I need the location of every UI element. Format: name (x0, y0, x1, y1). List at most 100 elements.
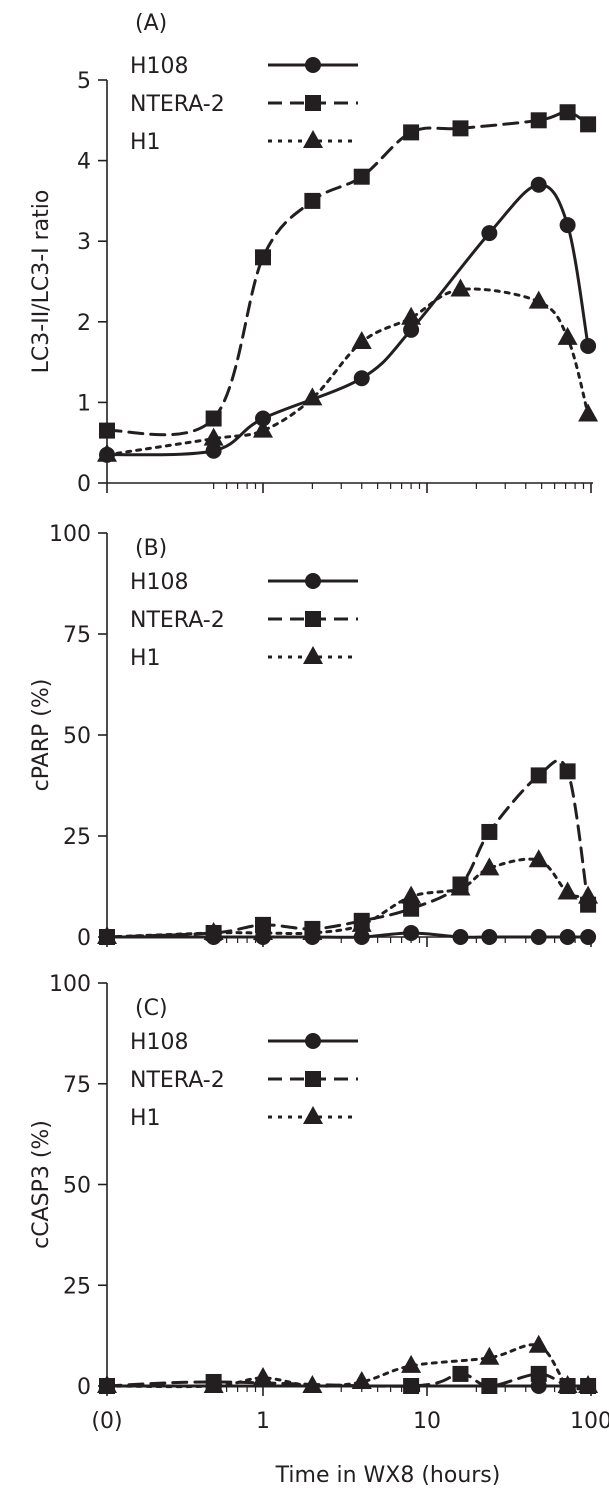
legend-label: NTERA-2 (130, 1068, 225, 1093)
legend-marker (303, 1106, 323, 1124)
data-point (302, 1375, 323, 1393)
data-point (353, 168, 370, 185)
panel-label: (B) (135, 536, 167, 561)
data-point (528, 849, 549, 868)
data-point (304, 192, 321, 209)
chart-root: 0 1 2 3 4 5 LC3-II/LC3-I ratio (A) H108 NTERA-2 H1… (29, 11, 609, 1434)
series-line (105, 759, 590, 939)
data-point (559, 104, 576, 121)
data-point (530, 767, 547, 784)
series-ntera-2 (99, 104, 597, 439)
legend-marker (305, 95, 321, 111)
legend-label: H108 (130, 54, 189, 79)
y-tick-label: 1 (77, 391, 91, 416)
y-tick-label: 25 (63, 825, 91, 850)
x-tick-label: 1 (256, 1409, 270, 1434)
data-point (97, 443, 117, 462)
data-point (205, 442, 222, 459)
data-point (302, 387, 323, 406)
data-point (452, 1365, 469, 1382)
y-tick-label: 0 (77, 926, 91, 951)
data-point (530, 1365, 547, 1382)
legend-marker (305, 1071, 321, 1087)
y-tick-label: 100 (49, 522, 91, 547)
series-h1 (97, 1334, 599, 1393)
data-point (557, 1375, 578, 1393)
data-point (580, 337, 597, 354)
legend-label: H108 (130, 1030, 189, 1055)
data-point (530, 176, 547, 193)
data-point (452, 929, 469, 945)
data-point (97, 926, 117, 944)
series-h1 (97, 278, 599, 462)
y-tick-label: 25 (63, 1274, 91, 1299)
data-point (530, 112, 547, 129)
y-tick-label: 5 (77, 69, 91, 94)
data-point (557, 881, 578, 900)
data-point (351, 330, 372, 349)
y-tick-label: 0 (77, 1375, 91, 1400)
series-line (105, 287, 590, 457)
y-tick-label: 3 (77, 230, 91, 255)
panel-2: 0 25 50 75 100 cCASP3 (%) (C) H108 NTERA-2 H1 (29, 972, 599, 1400)
data-point (203, 1375, 224, 1393)
data-point (578, 885, 599, 904)
data-point (528, 1334, 549, 1353)
data-point (353, 370, 370, 387)
legend-label: NTERA-2 (130, 92, 225, 117)
data-point (578, 1375, 599, 1393)
data-point (99, 422, 115, 439)
data-point (530, 1378, 547, 1394)
data-point (401, 306, 422, 325)
x-axis-title: Time in WX8 (hours) (275, 1463, 501, 1488)
series-h1 (97, 849, 599, 944)
data-point (450, 877, 471, 896)
legend-marker (305, 573, 321, 589)
data-point (530, 929, 547, 945)
series-ntera-2 (99, 1365, 597, 1394)
y-tick-label: 50 (63, 1174, 91, 1199)
x-tick-label: 100 (570, 1409, 609, 1434)
series-h108 (99, 176, 597, 463)
series-line (105, 110, 590, 437)
series-line (105, 1343, 590, 1391)
panel-1: 0 25 50 75 100 cPARP (%) (B) H108 NTERA-2 H1 (29, 522, 599, 951)
data-point (580, 929, 597, 945)
data-point (351, 1370, 372, 1389)
data-point (580, 116, 597, 133)
y-tick-label: 0 (77, 472, 91, 497)
data-point (528, 290, 549, 309)
data-point (205, 410, 222, 427)
data-point (403, 321, 420, 338)
data-point (401, 1354, 422, 1373)
data-point (351, 913, 372, 932)
series-line (105, 183, 590, 457)
data-point (481, 1378, 498, 1394)
data-point (253, 921, 273, 940)
panel-label: (A) (135, 11, 167, 36)
legend-marker (305, 611, 321, 627)
data-point (403, 924, 420, 941)
series-ntera-2 (99, 759, 597, 945)
data-point (403, 1378, 420, 1394)
y-tick-label: 100 (49, 972, 91, 997)
data-point (253, 419, 273, 438)
data-point (97, 1375, 117, 1393)
legend-label: H1 (130, 646, 161, 671)
data-point (203, 427, 224, 446)
legend-label: H108 (130, 570, 189, 595)
data-point (401, 885, 422, 904)
data-point (481, 929, 498, 945)
data-point (450, 278, 471, 297)
data-point (452, 120, 469, 137)
legend-marker (305, 1033, 321, 1049)
data-point (255, 249, 271, 266)
data-point (302, 921, 323, 940)
legend-marker (303, 130, 323, 148)
y-tick-label: 75 (63, 623, 91, 648)
x-tick-label: (0) (91, 1409, 122, 1434)
x-tick-label: 10 (413, 1409, 441, 1434)
y-axis-title: cPARP (%) (29, 679, 54, 792)
panel-label: (C) (135, 996, 168, 1021)
